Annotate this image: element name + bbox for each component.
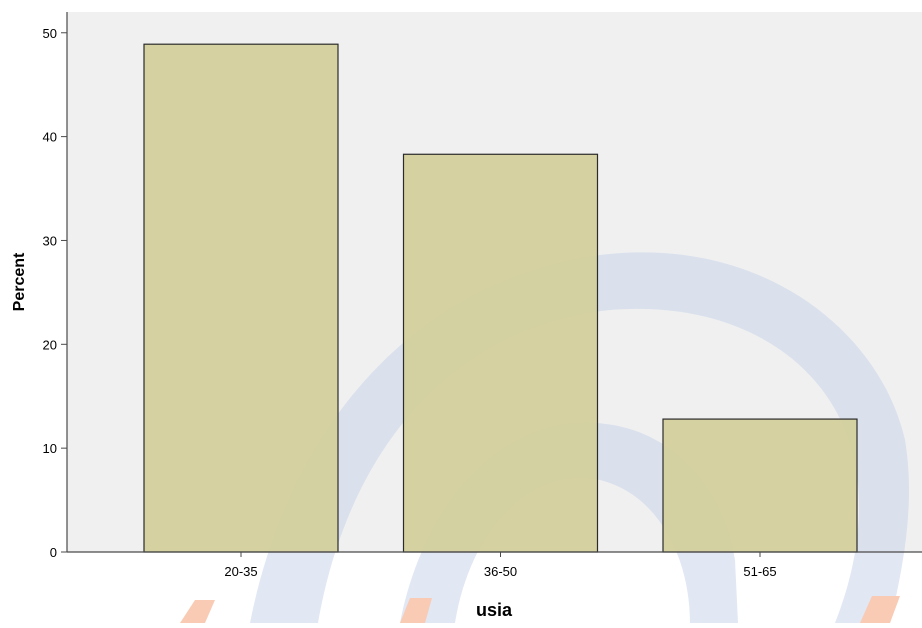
y-axis-label: Percent [11,252,28,311]
watermark-accent-right [860,596,900,623]
axes-group [66,12,922,553]
x-tick-label: 20-35 [224,564,257,579]
bars-group [143,43,858,553]
x-tick-label: 36-50 [484,564,517,579]
x-axis-label: usia [476,600,513,620]
y-tick-label: 0 [50,545,57,560]
y-tick-label: 30 [43,233,57,248]
y-tick-label: 20 [43,337,57,352]
x-tick-label: 51-65 [743,564,776,579]
y-tick-label: 10 [43,441,57,456]
bar-36-50 [402,153,599,553]
x-ticks-group: 20-35 36-50 51-65 [224,552,777,579]
watermark-accent-mid [400,598,432,623]
bar-20-35 [143,43,339,553]
y-ticks-group: 0 10 20 30 40 50 [43,26,67,560]
watermark-accent-left [180,600,215,623]
bar-51-65 [662,418,858,553]
y-tick-label: 40 [43,130,57,145]
y-tick-label: 50 [43,26,57,41]
